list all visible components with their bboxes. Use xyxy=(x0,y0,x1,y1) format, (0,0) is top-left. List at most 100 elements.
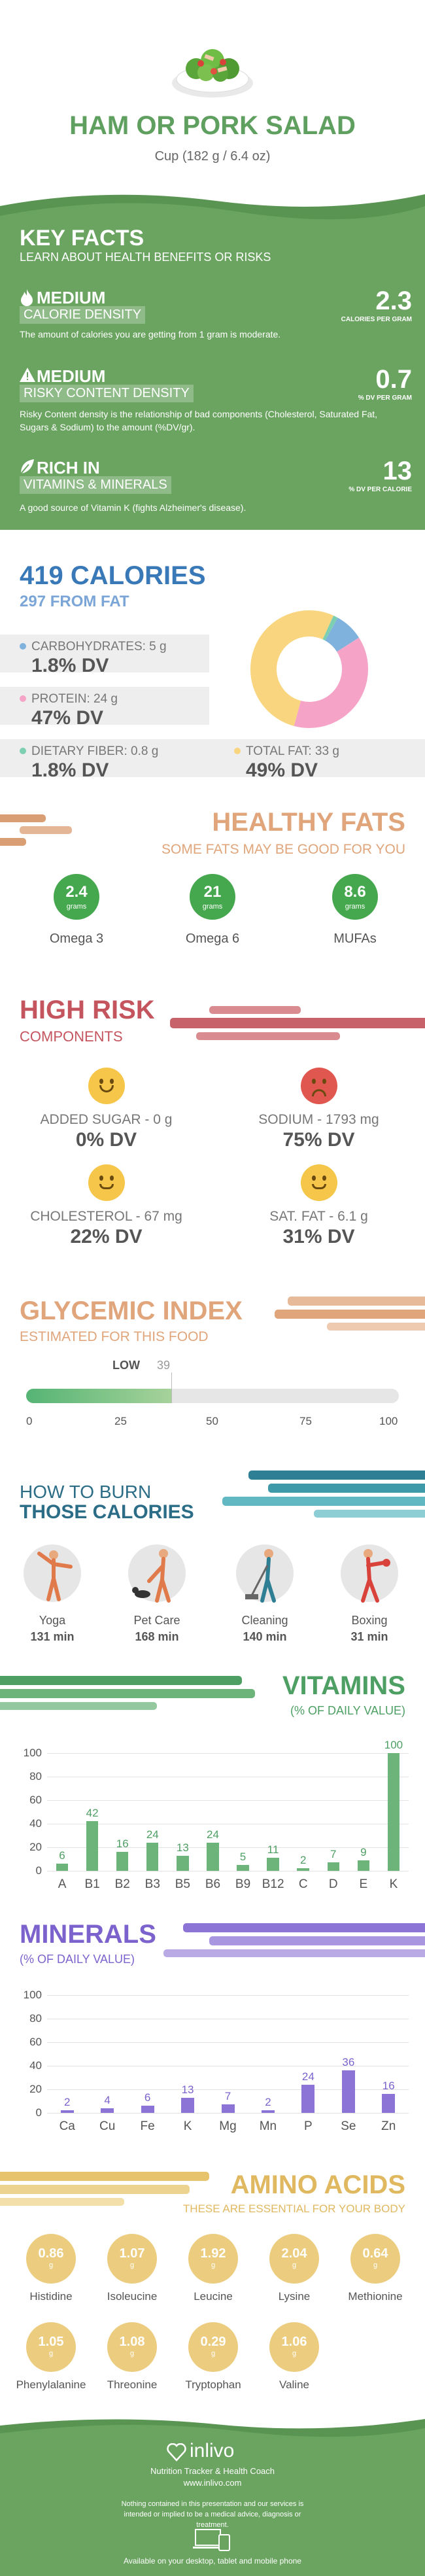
fiber-fat-row xyxy=(0,739,425,777)
fact-calorie-density: MEDIUM CALORIE DENSITY 2.3 CALORIES PER … xyxy=(20,287,412,349)
flame-icon xyxy=(21,289,33,306)
amino-label: Isoleucine xyxy=(107,2290,158,2303)
y-tick-label: 60 xyxy=(29,2036,42,2048)
gridline xyxy=(47,2113,409,2114)
donut-slice-total-fat xyxy=(250,610,368,728)
devices-icon xyxy=(193,2529,230,2551)
amino-value: 0.64 xyxy=(362,2246,388,2261)
high-risk-title: HIGH RISK xyxy=(20,996,155,1024)
fact-label: RISKY CONTENT DENSITY xyxy=(20,385,194,402)
y-tick-label: 40 xyxy=(29,1817,42,1830)
activity-name: Boxing xyxy=(351,1614,388,1627)
bar-value-label: 13 xyxy=(176,1841,189,1854)
bar-b2 xyxy=(116,1852,129,1871)
protein-dot xyxy=(20,695,26,702)
activity-time: 31 min xyxy=(350,1630,388,1643)
y-tick-label: 20 xyxy=(29,1841,42,1853)
activity-pet-care: Pet Care 168 min xyxy=(118,1540,196,1652)
y-tick-label: 0 xyxy=(35,1864,42,1877)
donut-slice-protein xyxy=(250,610,368,728)
omega3-unit: grams xyxy=(66,903,87,911)
fat-label: TOTAL FAT: 33 g xyxy=(246,744,339,758)
amino-circle: 0.29 g xyxy=(188,2322,238,2372)
fact-description: The amount of calories you are getting f… xyxy=(20,329,281,339)
decor-bar xyxy=(0,2198,124,2206)
bar-value-label: 6 xyxy=(144,2091,151,2104)
y-tick-label: 80 xyxy=(29,2012,42,2025)
burn-title-line-1: HOW TO BURN xyxy=(20,1482,152,1502)
activity-boxing: Boxing 31 min xyxy=(330,1540,409,1652)
amino-circle: 1.06 g xyxy=(269,2322,319,2372)
brand-url[interactable]: www.inlivo.com xyxy=(183,2478,242,2488)
bar-zn xyxy=(382,2094,396,2113)
x-tick-label: C xyxy=(298,1877,308,1891)
fat-dot xyxy=(234,748,241,754)
amino-label: Phenylalanine xyxy=(16,2378,86,2391)
protein-dv: 47% DV xyxy=(31,707,104,729)
bar-value-label: 2 xyxy=(265,2096,271,2109)
fact-level: MEDIUM xyxy=(37,366,106,386)
bar-value-label: 5 xyxy=(239,1851,246,1863)
serving-size: Cup (182 g / 6.4 oz) xyxy=(154,149,271,164)
y-tick-label: 60 xyxy=(29,1794,42,1806)
x-tick-label: P xyxy=(304,2119,313,2133)
bar-b12 xyxy=(267,1858,279,1871)
fact-label: CALORIE DENSITY xyxy=(20,306,146,324)
bar-value-label: 7 xyxy=(330,1848,337,1861)
amino-label: Valine xyxy=(279,2378,309,2391)
x-tick-label: B2 xyxy=(114,1877,130,1891)
protein-label: PROTEIN: 24 g xyxy=(31,692,118,706)
neutral-face-icon xyxy=(88,1164,125,1201)
amino-label: Lysine xyxy=(278,2290,311,2303)
heart-icon xyxy=(167,2443,186,2462)
fact-risky-content: MEDIUM RISKY CONTENT DENSITY 0.7 % DV PE… xyxy=(20,365,412,437)
omega6-label: Omega 6 xyxy=(185,931,240,946)
amino-subtitle: THESE ARE ESSENTIAL FOR YOUR BODY xyxy=(182,2202,405,2215)
glycemic-title: GLYCEMIC INDEX xyxy=(20,1297,243,1325)
healthy-fats-subtitle: SOME FATS MAY BE GOOD FOR YOU xyxy=(161,842,405,857)
carbs-row xyxy=(0,635,209,672)
activity-time: 140 min xyxy=(243,1630,287,1643)
healthy-fats-title: HEALTHY FATS xyxy=(212,808,405,837)
macronutrient-donut-chart xyxy=(250,610,368,728)
brand-name: inlivo xyxy=(190,2440,235,2462)
y-tick-label: 100 xyxy=(23,1989,42,2001)
amino-unit: g xyxy=(211,2350,216,2358)
bar-value-label: 2 xyxy=(63,2096,71,2109)
key-facts-subtitle: LEARN ABOUT HEALTH BENEFITS OR RISKS xyxy=(20,251,271,264)
amino-unit: g xyxy=(292,2350,297,2358)
activity-name: Cleaning xyxy=(241,1614,288,1627)
x-tick-label: Ca xyxy=(59,2119,75,2133)
activity-cleaning: Cleaning 140 min xyxy=(226,1540,304,1652)
bar-mg xyxy=(221,2104,235,2113)
leaf-icon xyxy=(20,459,34,474)
x-tick-label: B3 xyxy=(144,1877,160,1891)
sodium-label: SODIUM - 1793 mg xyxy=(258,1112,379,1127)
omega6-unit: grams xyxy=(202,903,223,911)
amino-value: 1.06 xyxy=(281,2335,307,2349)
decor-bar xyxy=(0,1702,157,1710)
footer xyxy=(0,2414,425,2576)
decor-bar xyxy=(0,814,46,822)
glycemic-level: LOW xyxy=(112,1359,140,1372)
neutral-face-icon xyxy=(301,1164,337,1201)
x-tick-label: K xyxy=(389,1877,398,1891)
amino-value: 1.92 xyxy=(200,2246,226,2261)
minerals-chart: 0 20 40 60 80 100 2 Ca 4 Cu 6 Fe 13 K 7 Mg 2 Mn 24 P 36 Se 16 Z… xyxy=(0,1989,425,2152)
disclaimer: Nothing contained in this presentation a… xyxy=(121,2500,304,2529)
glycemic-marker xyxy=(171,1372,173,1403)
decor-bar xyxy=(248,1471,425,1480)
y-tick-label: 0 xyxy=(35,2106,42,2119)
protein-row xyxy=(0,687,209,725)
page-title: HAM OR PORK SALAD xyxy=(69,111,356,140)
bar-d xyxy=(327,1862,339,1871)
bar-value-label: 24 xyxy=(206,1828,219,1841)
glycemic-tick: 50 xyxy=(206,1415,218,1427)
happy-face-icon xyxy=(88,1068,125,1104)
bar-value-label: 7 xyxy=(224,2090,231,2103)
glycemic-fill xyxy=(26,1389,172,1403)
bar-b1 xyxy=(86,1821,99,1871)
omega3-value: 2.4 xyxy=(65,883,88,901)
fact-value: 0.7 xyxy=(375,365,412,394)
